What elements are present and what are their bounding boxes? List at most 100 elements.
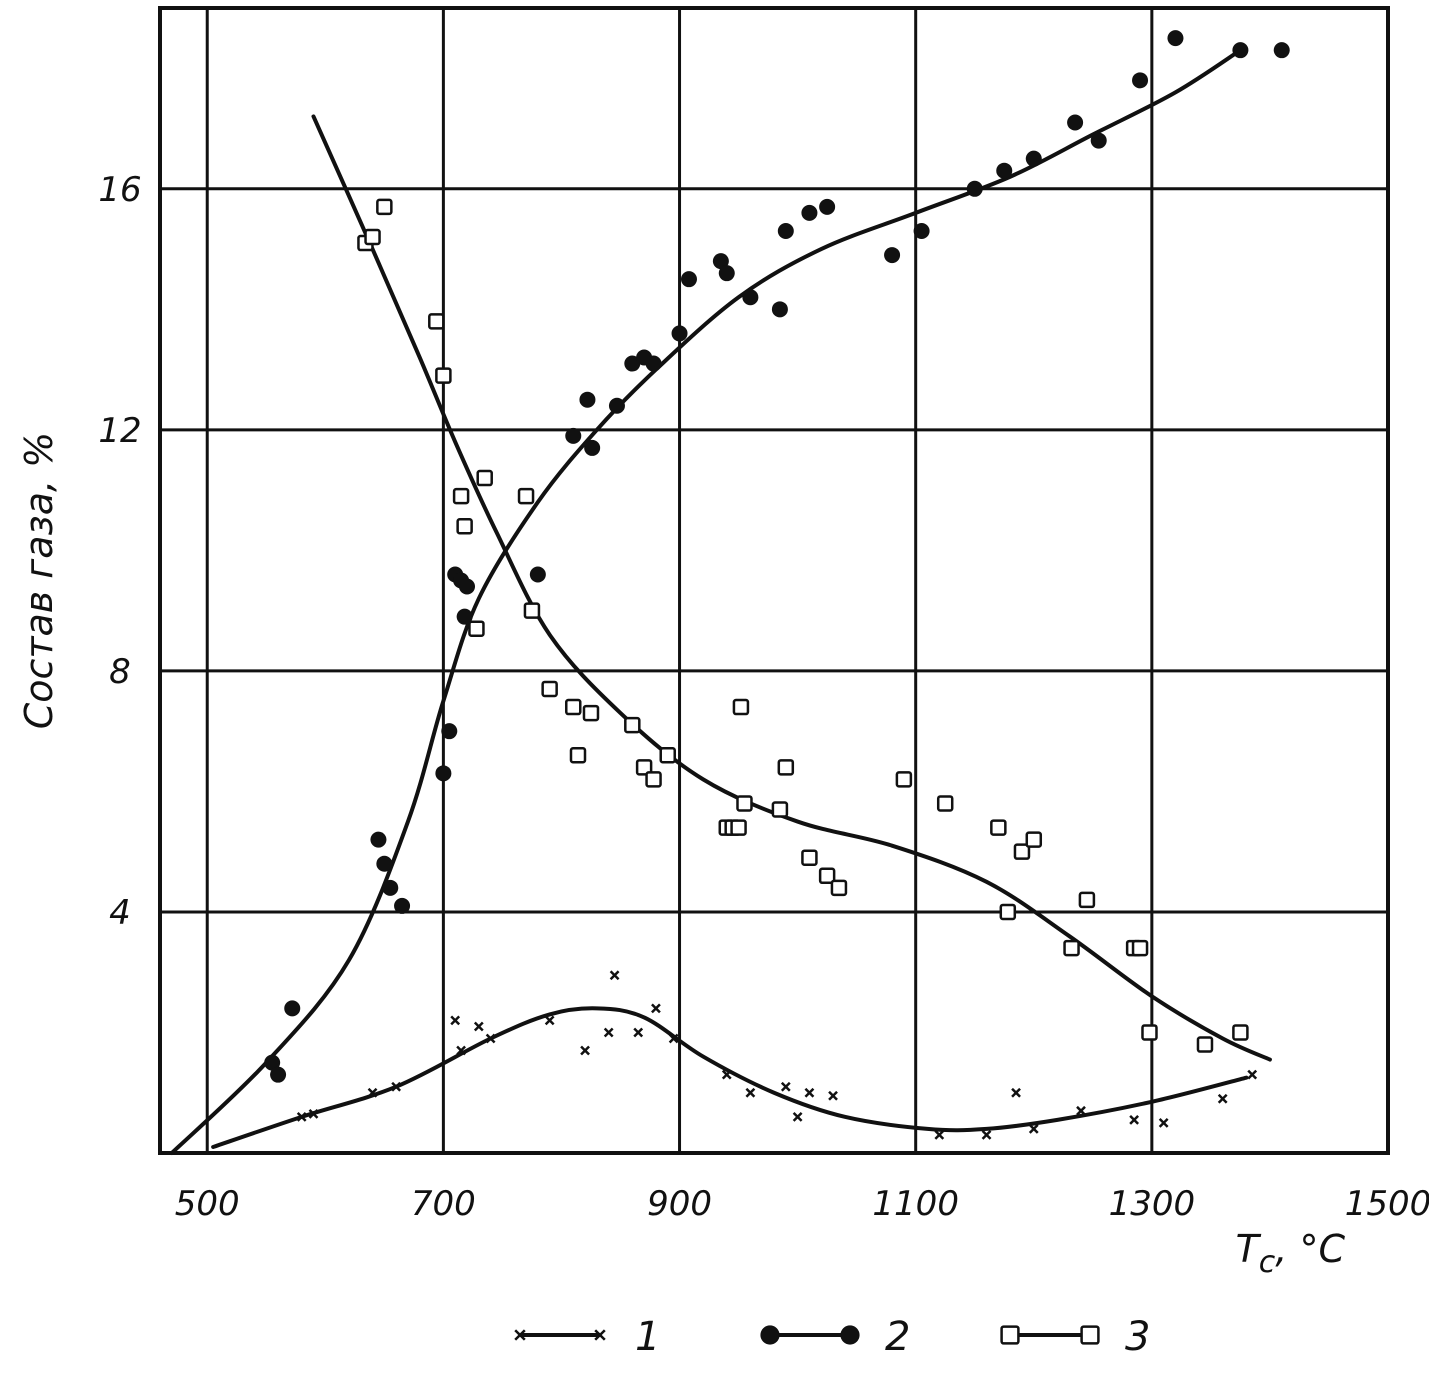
- series-2-point: [680, 271, 697, 288]
- series-1-point: [804, 1087, 815, 1098]
- series-2-point: [382, 879, 399, 896]
- x-stroke: [934, 1130, 945, 1140]
- legend-marker: [760, 1325, 780, 1345]
- series-2-point: [1025, 150, 1042, 167]
- series-2-point: [376, 855, 393, 872]
- series-1-point: [651, 1003, 661, 1014]
- series-2-point: [584, 439, 601, 456]
- series-2-point: [529, 566, 546, 583]
- series-1-point: [391, 1081, 402, 1092]
- series-3-point: [1078, 891, 1096, 909]
- series-1-point: [1217, 1093, 1228, 1104]
- series-1-point: [580, 1045, 590, 1056]
- series-2-point: [1232, 42, 1249, 59]
- series-2-point: [608, 397, 625, 414]
- series-1-point: [456, 1045, 466, 1056]
- series-3-point: [990, 819, 1007, 836]
- series-2-point: [645, 355, 662, 372]
- curves: [169, 48, 1272, 1155]
- x-stroke: [745, 1087, 756, 1098]
- series-3-point: [635, 759, 653, 776]
- series-2-point: [913, 222, 930, 239]
- series-2-point: [1090, 132, 1107, 149]
- x-stroke: [1247, 1069, 1258, 1080]
- series-1-point: [934, 1130, 945, 1140]
- series-2-point: [718, 265, 735, 282]
- series-3-point: [736, 795, 753, 812]
- x-stroke: [828, 1090, 838, 1101]
- series-1-point: [1158, 1117, 1169, 1128]
- series-3-point: [1013, 843, 1031, 860]
- x-tick-label: 900: [647, 1184, 712, 1224]
- legend-entry-2: 2: [760, 1314, 910, 1360]
- x-stroke: [668, 1033, 679, 1044]
- series-3-point: [582, 704, 600, 722]
- x-tick-label: 1100: [872, 1184, 959, 1224]
- legend-label: 2: [885, 1314, 910, 1360]
- x-stroke: [981, 1130, 992, 1140]
- series-2-point: [394, 897, 411, 914]
- series-2-point: [435, 765, 452, 782]
- x-stroke: [367, 1087, 378, 1098]
- legend-entry-1: 1: [514, 1314, 660, 1360]
- series-2-point: [459, 578, 475, 595]
- series-3-point: [541, 680, 558, 698]
- series-3-point: [452, 487, 470, 505]
- legend-marker: [1080, 1325, 1100, 1345]
- series-3-point: [517, 487, 535, 505]
- x-stroke: [450, 1015, 461, 1026]
- x-axis-title: Tc, °C: [1236, 1227, 1346, 1280]
- x-stroke: [721, 1069, 732, 1080]
- series-1-point: [544, 1015, 555, 1026]
- series-3-point: [364, 228, 381, 246]
- legend: 1 2 3: [514, 1314, 1150, 1360]
- series-3-point: [936, 795, 954, 812]
- series-3-point: [1141, 1024, 1158, 1041]
- x-stroke: [1158, 1117, 1169, 1128]
- series-3-point: [818, 867, 836, 885]
- series-3-point: [645, 771, 662, 788]
- x-stroke: [514, 1329, 526, 1341]
- series-1-point: [1076, 1105, 1086, 1116]
- series-3-point: [468, 620, 485, 637]
- series-1-point: [668, 1033, 679, 1044]
- series-2-point: [456, 608, 473, 625]
- series-2-point: [1167, 30, 1184, 47]
- series-1-point: [367, 1087, 378, 1098]
- series-2-point: [624, 355, 641, 372]
- series-1-point: [981, 1130, 992, 1140]
- series-3-point: [1063, 939, 1080, 957]
- series-3-point: [428, 313, 445, 330]
- series-3-point: [830, 879, 848, 897]
- series-3-point: [895, 771, 913, 788]
- x-stroke: [544, 1015, 555, 1026]
- series-3-point: [1232, 1024, 1249, 1041]
- series-2-point: [966, 180, 983, 197]
- series-3-point: [624, 716, 641, 734]
- series-2-point: [771, 301, 788, 318]
- x-stroke: [391, 1081, 402, 1092]
- x-axis-title-main: T: [1236, 1227, 1262, 1271]
- series-1-point: [473, 1021, 484, 1032]
- series-3-point: [456, 518, 473, 535]
- series-2-point: [264, 1054, 281, 1071]
- series-1-point: [308, 1108, 319, 1119]
- series-2-curve: [169, 48, 1243, 1155]
- x-tick-label: 500: [175, 1184, 240, 1224]
- series-1-point: [792, 1111, 803, 1122]
- series-3-point: [565, 698, 582, 716]
- y-tick-labels: 4 8 12 16: [98, 170, 141, 933]
- series-1-point: [828, 1090, 838, 1101]
- series-2-point: [1132, 72, 1149, 89]
- x-tick-label: 1500: [1345, 1184, 1429, 1224]
- series-3-point: [771, 801, 789, 818]
- series-1-point: [721, 1069, 732, 1080]
- x-stroke: [651, 1003, 661, 1014]
- series-3-curve: [311, 114, 1272, 1062]
- series-3-point: [523, 602, 541, 619]
- series-2-point: [565, 427, 582, 444]
- x-stroke: [780, 1081, 791, 1092]
- x-stroke: [633, 1027, 644, 1038]
- series-2-point: [777, 222, 794, 239]
